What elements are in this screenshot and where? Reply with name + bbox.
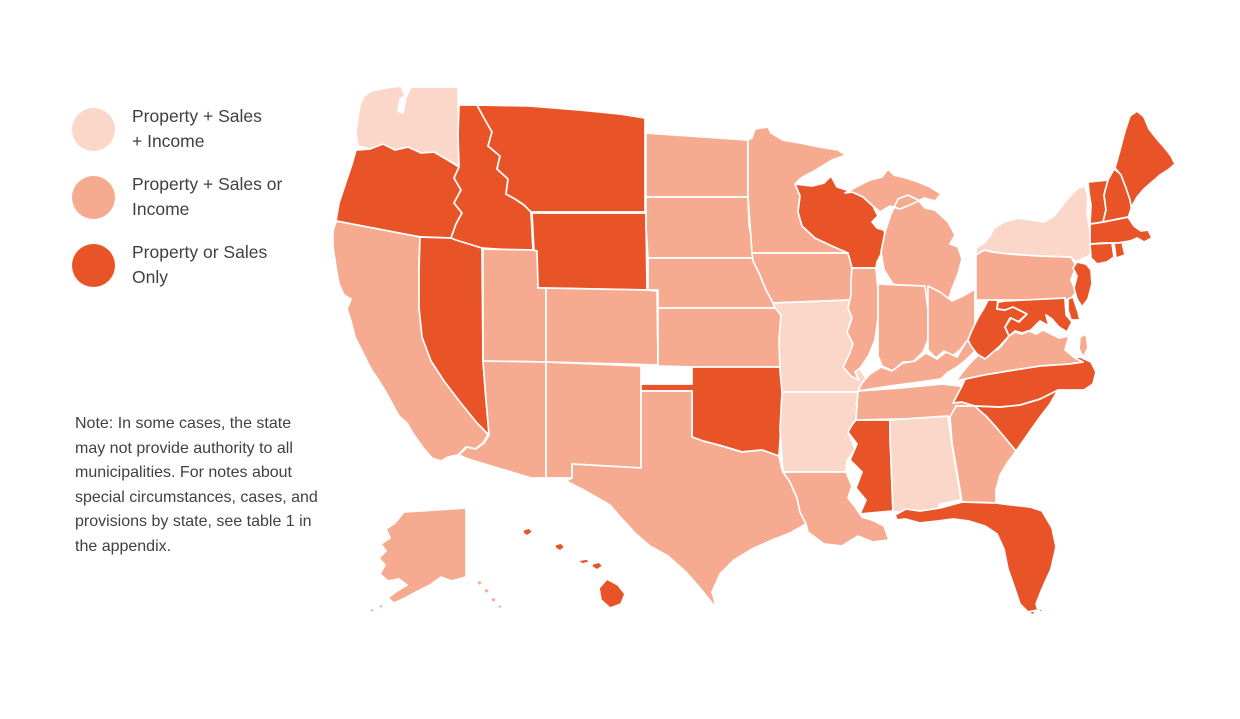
state-co: [545, 287, 659, 366]
state-nj: [1072, 261, 1093, 308]
state-nd: [645, 132, 749, 198]
legend-swatch-icon: [72, 107, 115, 151]
state-de: [1067, 296, 1081, 321]
state-nm: [545, 361, 642, 479]
map-legend: Property + Sales + Income Property + Sal…: [72, 104, 282, 308]
state-md: [996, 297, 1073, 337]
legend-item-property-sales-income: Property + Sales + Income: [72, 104, 282, 154]
state-wy: [531, 212, 648, 291]
state-ma: [1089, 216, 1153, 245]
legend-label: Property or Sales Only: [132, 242, 268, 287]
state-ks: [657, 307, 784, 368]
state-mi: [844, 168, 963, 302]
state-ak: [368, 507, 504, 614]
legend-label: Property + Sales or Income: [132, 174, 283, 219]
legend-item-property-sales-or-income: Property + Sales or Income: [72, 172, 282, 222]
state-ms: [847, 419, 894, 515]
state-ky: [857, 337, 976, 392]
state-ut: [482, 248, 547, 363]
state-la: [782, 471, 890, 547]
state-mt: [476, 104, 646, 213]
state-ri: [1113, 241, 1126, 259]
footnote-text: Note: In some cases, the state may not p…: [75, 415, 318, 555]
state-sd: [645, 196, 756, 259]
state-me: [1114, 110, 1176, 216]
state-hi: [522, 527, 626, 609]
legend-swatch-icon: [72, 175, 115, 219]
legend-label: Property + Sales + Income: [132, 106, 262, 151]
state-tx: [565, 390, 807, 618]
legend-item-property-or-sales-only: Property or Sales Only: [72, 240, 282, 290]
legend-swatch-icon: [72, 243, 115, 287]
state-fl: [894, 501, 1057, 616]
